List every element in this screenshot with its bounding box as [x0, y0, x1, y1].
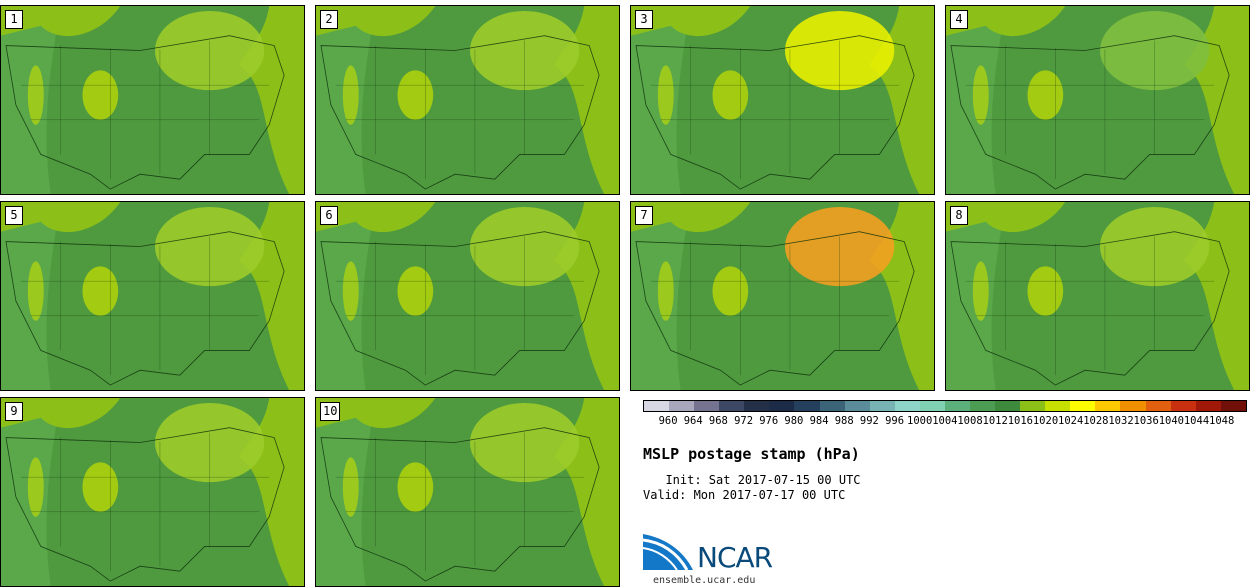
colorbar-tick-label: 1004 [932, 415, 958, 427]
map-panel: 9 [0, 397, 305, 587]
colorbar-swatch [1045, 401, 1071, 411]
colorbar-tick-label: 964 [683, 415, 703, 427]
colorbar-swatch [944, 401, 971, 411]
colorbar-swatch [819, 401, 845, 411]
member-number: 3 [635, 10, 653, 29]
colorbar-swatch [694, 401, 720, 411]
colorbar-tick-label: 984 [809, 415, 829, 427]
valid-time: Valid: Mon 2017-07-17 00 UTC [643, 488, 846, 502]
colorbar-tick-label: 972 [734, 415, 754, 427]
colorbar-swatch [1145, 401, 1171, 411]
member-number: 2 [320, 10, 338, 29]
map-field [316, 6, 619, 194]
colorbar-swatch [894, 401, 920, 411]
colorbar-tick-label: 976 [759, 415, 779, 427]
colorbar-tick-label: 1016 [1007, 415, 1033, 427]
colorbar-swatch [1120, 401, 1146, 411]
colorbar-swatch [744, 401, 770, 411]
colorbar-tick-label: 1012 [982, 415, 1008, 427]
map-field [316, 398, 619, 586]
colorbar-swatch [844, 401, 870, 411]
colorbar-tick-label: 1000 [907, 415, 933, 427]
map-field [1, 398, 304, 586]
colorbar-tick-label: 1036 [1133, 415, 1159, 427]
colorbar-swatch [970, 401, 996, 411]
map-field [316, 202, 619, 390]
colorbar-labels: 960 964 968 972 976 980 984 988 992 996 1000 1004 10… [633, 415, 1260, 429]
map-panel: 6 [315, 201, 620, 391]
colorbar [643, 400, 1247, 412]
map-panel: 10 [315, 397, 620, 587]
colorbar-swatch [919, 401, 945, 411]
member-number: 9 [5, 402, 23, 421]
colorbar-swatch [1070, 401, 1096, 411]
colorbar-swatch [1020, 401, 1046, 411]
map-field [1, 202, 304, 390]
chart-title: MSLP postage stamp (hPa) [643, 445, 860, 463]
colorbar-tick-label: 1020 [1032, 415, 1059, 427]
map-panel: 7 [630, 201, 935, 391]
map-field [946, 6, 1249, 194]
colorbar-tick-label: 1044 [1183, 415, 1210, 427]
colorbar-tick-label: 1008 [957, 415, 983, 427]
colorbar-tick-label: 988 [834, 415, 854, 427]
colorbar-tick-label: 1024 [1058, 415, 1084, 427]
colorbar-tick-label: 1040 [1158, 415, 1184, 427]
colorbar-tick-label: 996 [885, 415, 905, 427]
map-panel: 4 [945, 5, 1250, 195]
member-number: 8 [950, 206, 968, 225]
colorbar-swatch [1170, 401, 1196, 411]
colorbar-tick-label: 1032 [1108, 415, 1134, 427]
member-number: 5 [5, 206, 23, 225]
colorbar-swatch [769, 401, 795, 411]
map-field [631, 6, 934, 194]
site-url: ensemble.ucar.edu [653, 575, 756, 586]
colorbar-swatch [869, 401, 895, 411]
colorbar-tick-label: 968 [708, 415, 728, 427]
map-panel: 1 [0, 5, 305, 195]
member-number: 10 [320, 402, 341, 421]
init-time: Init: Sat 2017-07-15 00 UTC [651, 473, 861, 487]
colorbar-tick-label: 980 [784, 415, 804, 427]
member-number: 6 [320, 206, 338, 225]
colorbar-swatch [1195, 401, 1221, 411]
member-number: 4 [950, 10, 968, 29]
ncar-logo-icon [643, 534, 693, 571]
map-panel: 2 [315, 5, 620, 195]
colorbar-swatch [1220, 401, 1246, 411]
colorbar-swatch [794, 401, 820, 411]
map-panel: 8 [945, 201, 1250, 391]
colorbar-tick-label: 960 [658, 415, 678, 427]
colorbar-swatch [1095, 401, 1121, 411]
colorbar-swatch [669, 401, 695, 411]
colorbar-tick-label: 992 [859, 415, 879, 427]
map-field [1, 6, 304, 194]
member-number: 1 [5, 10, 23, 29]
map-panel: 3 [630, 5, 935, 195]
logo-text: NCAR [697, 541, 773, 574]
colorbar-tick-label: 1048 [1209, 415, 1235, 427]
map-field [631, 202, 934, 390]
member-number: 7 [635, 206, 653, 225]
colorbar-swatch [995, 401, 1021, 411]
colorbar-tick-label: 1028 [1083, 415, 1109, 427]
map-panel: 5 [0, 201, 305, 391]
colorbar-swatch [644, 401, 670, 411]
map-field [946, 202, 1249, 390]
colorbar-swatch [719, 401, 745, 411]
